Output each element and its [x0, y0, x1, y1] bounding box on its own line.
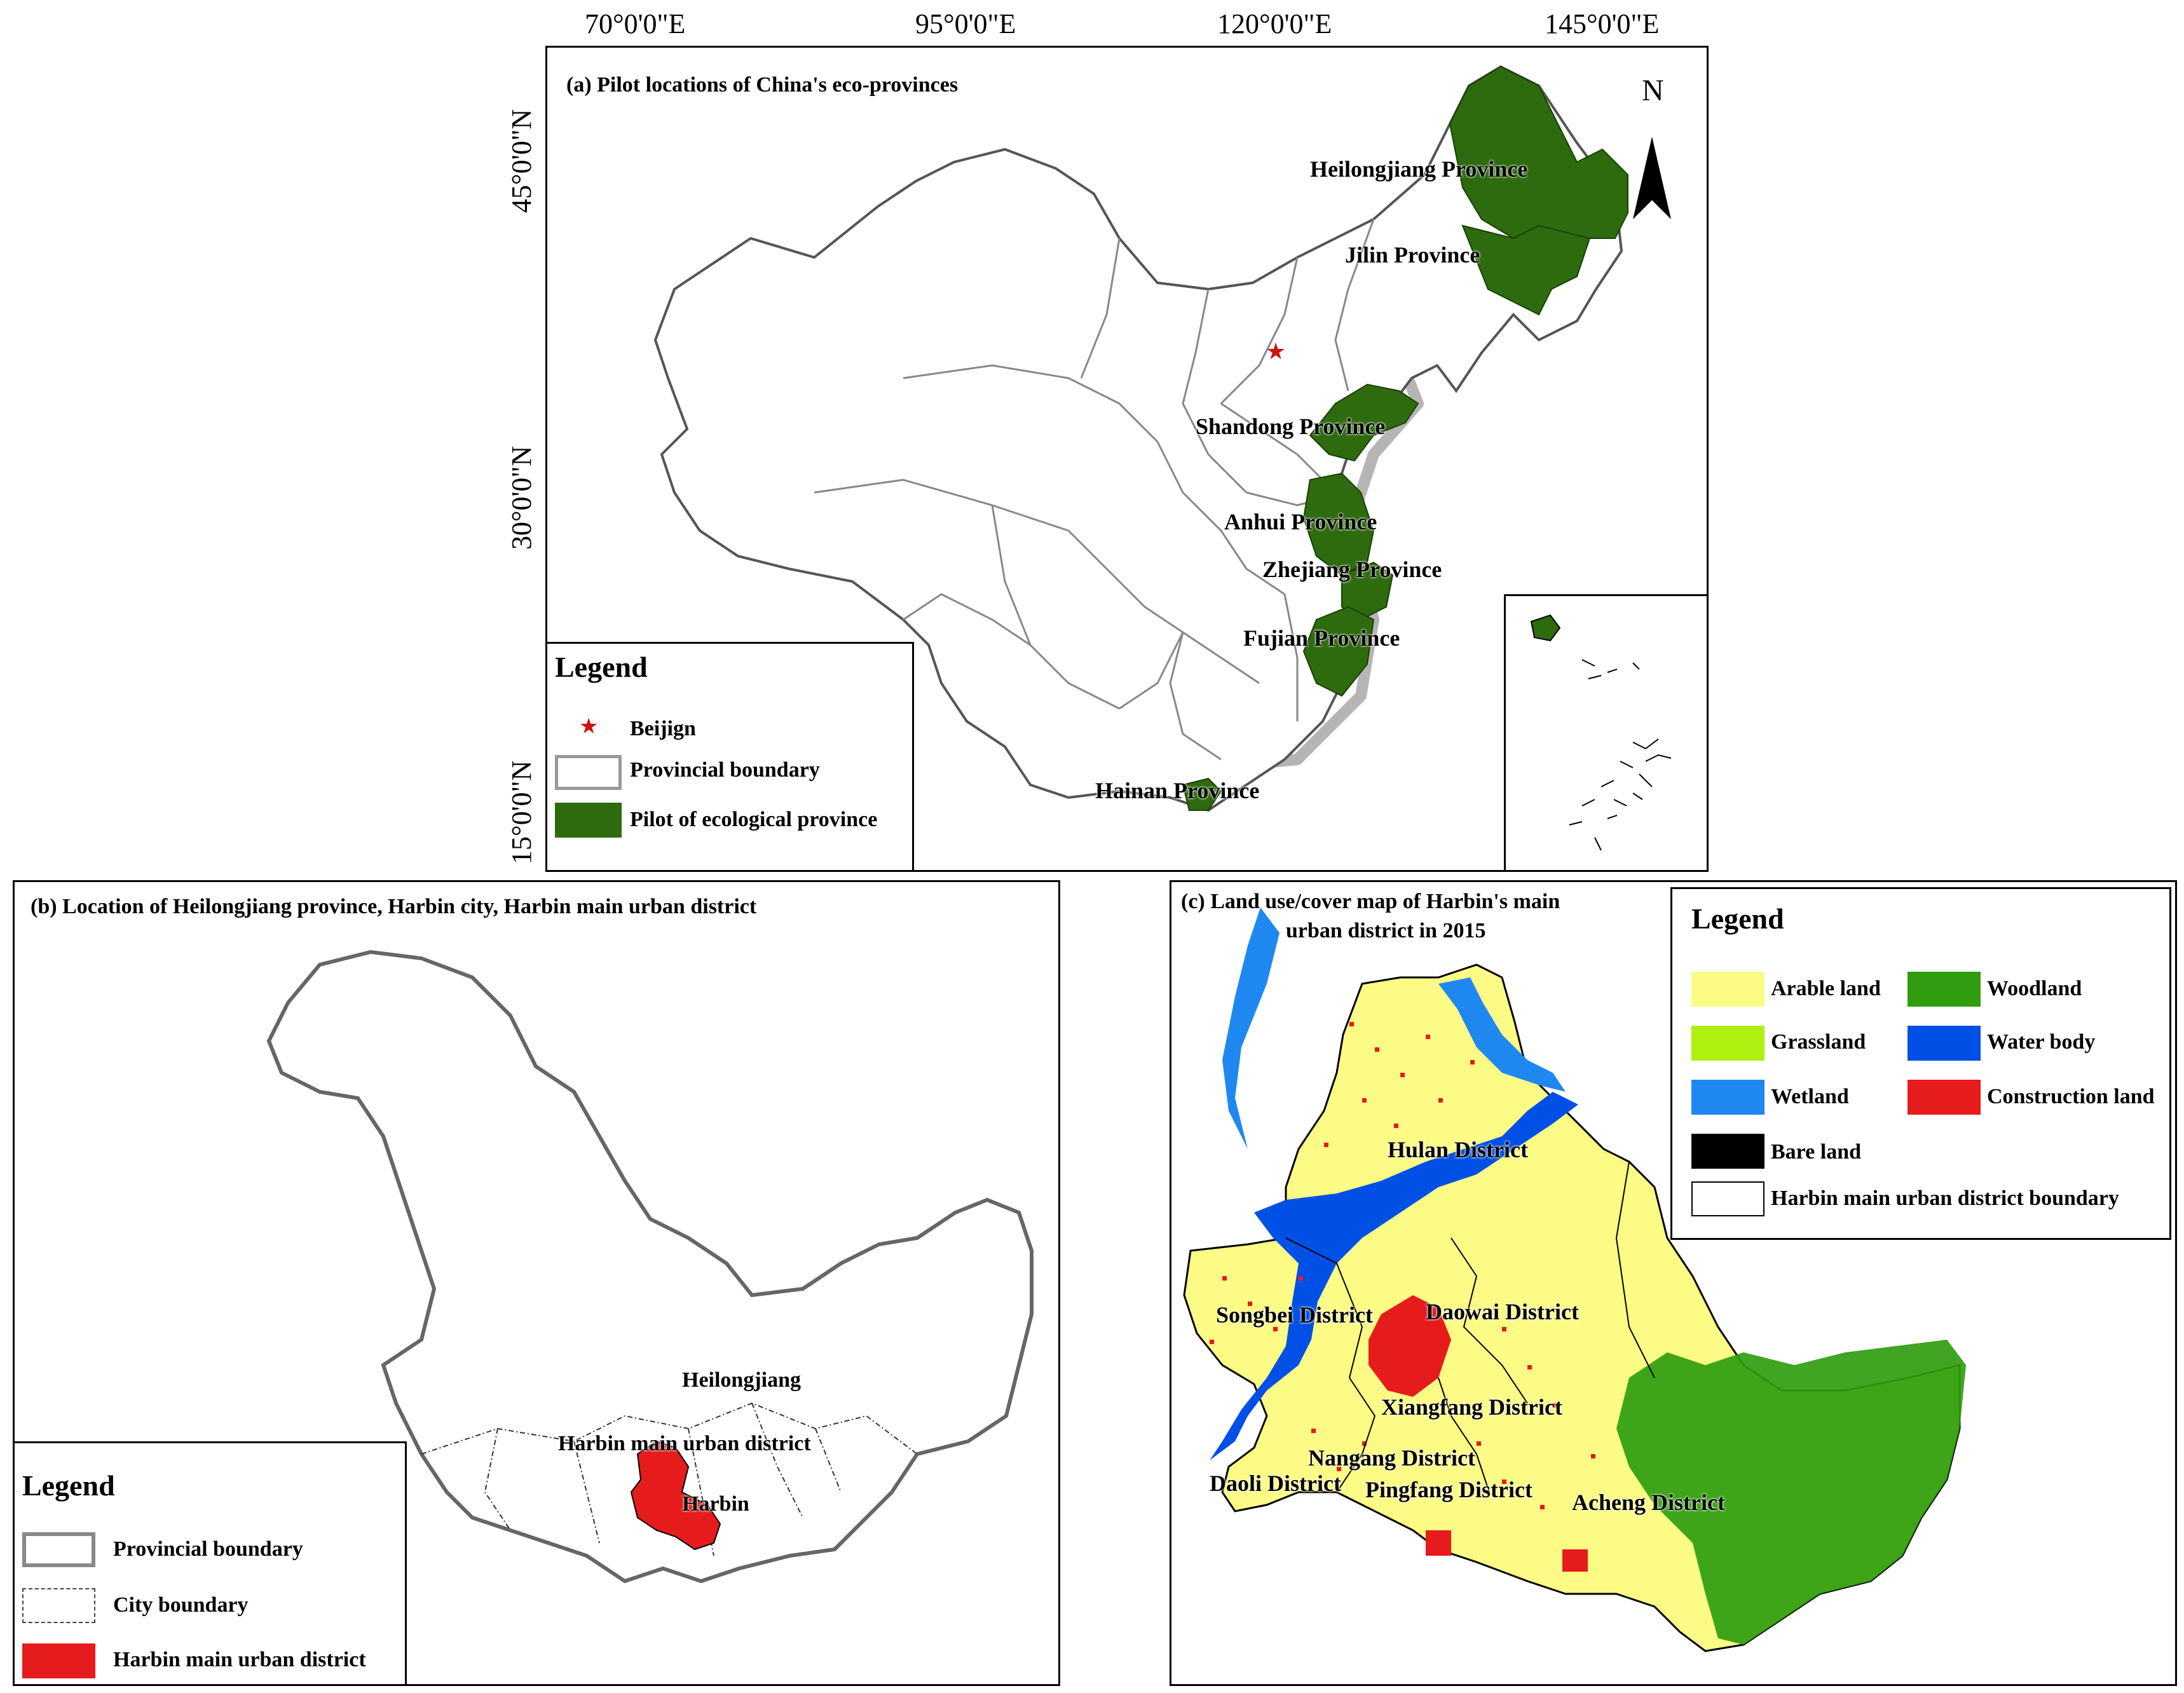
- legend-c-boundary: Harbin main urban district boundary: [1771, 1186, 2119, 1210]
- lat-label-45: 45°0'0"N: [506, 109, 537, 213]
- label-zhejiang: Zhejiang Province: [1262, 557, 1442, 582]
- harbin-district-shape: [630, 1440, 721, 1551]
- interior-boundaries: [814, 219, 1375, 761]
- construction-scatter: [1210, 1022, 1595, 1509]
- heilongjiang-outline: [266, 949, 1034, 1584]
- legend-c-bare: Bare land: [1771, 1140, 1862, 1164]
- wetland-west: [1222, 908, 1280, 1149]
- legend-c-arable: Arable land: [1771, 977, 1881, 1000]
- label-hulan: Hulan District: [1388, 1137, 1528, 1162]
- lat-label-30: 30°0'0"N: [506, 445, 537, 550]
- pilot-swatch: [555, 803, 622, 838]
- construction-pingfang: [1426, 1530, 1451, 1556]
- legend-c-woodland: Woodland: [1987, 977, 2082, 1000]
- north-label: N: [1642, 74, 1664, 107]
- label-heilongjiang-b: Heilongjiang: [682, 1368, 802, 1392]
- panel-a-map: ★ N (a) Pilot locations of China's eco-p…: [545, 46, 1709, 872]
- legend-b-title: Legend: [22, 1469, 115, 1502]
- construction-acheng: [1562, 1549, 1588, 1572]
- legend-b-city: City boundary: [113, 1593, 249, 1617]
- boundary-swatch: [555, 755, 622, 790]
- pilot-provinces: [1182, 65, 1628, 811]
- panel-c-map: (c) Land use/cover map of Harbin's main …: [1170, 880, 2177, 1686]
- legend-c-title: Legend: [1691, 902, 1784, 935]
- hainan-shape: [1182, 777, 1222, 811]
- panel-a-title: (a) Pilot locations of China's eco-provi…: [566, 73, 959, 97]
- legend-c-water: Water body: [1987, 1030, 2096, 1054]
- legend-a-beijing: Beijign: [630, 717, 696, 740]
- label-songbei: Songbei District: [1216, 1302, 1373, 1328]
- label-daowai: Daowai District: [1426, 1299, 1579, 1324]
- legend-a: Legend ★ Beijign Provincial boundary Pil…: [547, 642, 914, 870]
- label-harbin: Harbin: [682, 1492, 749, 1516]
- fujian-shape: [1302, 606, 1375, 697]
- panel-b-map: (b) Location of Heilongjiang province, H…: [13, 880, 1060, 1686]
- north-arrow-icon: [1633, 137, 1671, 219]
- city-boundary-swatch: [22, 1588, 95, 1623]
- construction-core: [1368, 1295, 1451, 1397]
- district-boundaries: [1285, 1161, 1655, 1493]
- legend-c-wetland: Wetland: [1771, 1085, 1849, 1108]
- lat-label-15: 15°0'0"N: [506, 760, 537, 864]
- anhui-shape: [1302, 472, 1375, 576]
- heilongjiang-map: [266, 949, 1034, 1584]
- south-china-sea-inset: [1504, 594, 1707, 870]
- harbin-district-swatch: [22, 1643, 95, 1678]
- star-icon: ★: [579, 714, 599, 739]
- lon-label-95: 95°0'0"E: [915, 8, 1016, 39]
- label-anhui: Anhui Province: [1224, 509, 1377, 534]
- legend-c: Legend Arable land Woodland Grassland Wa…: [1670, 887, 2171, 1240]
- water-swatch: [1908, 1026, 1981, 1061]
- bare-swatch: [1691, 1134, 1764, 1169]
- panel-c-title-line1: (c) Land use/cover map of Harbin's main: [1181, 890, 1560, 913]
- panel-c-title-line2: urban district in 2015: [1286, 919, 1486, 942]
- wetland-strip: [1438, 977, 1566, 1092]
- label-hainan: Hainan Province: [1095, 778, 1260, 803]
- heilongjiang-shape: [1449, 65, 1628, 240]
- label-daoli: Daoli District: [1210, 1471, 1341, 1496]
- provincial-boundary-swatch: [22, 1532, 95, 1567]
- label-jilin: Jilin Province: [1345, 242, 1480, 268]
- district-boundary-swatch: [1691, 1181, 1764, 1216]
- water-body-band: [1210, 1092, 1578, 1460]
- label-pingfang: Pingfang District: [1365, 1477, 1532, 1502]
- lon-label-120: 120°0'0"E: [1217, 8, 1332, 39]
- lon-label-70: 70°0'0"E: [585, 8, 686, 39]
- label-fujian: Fujian Province: [1243, 625, 1400, 651]
- shandong-shape: [1309, 383, 1419, 462]
- legend-a-title: Legend: [555, 651, 648, 683]
- panel-b-title: (b) Location of Heilongjiang province, H…: [31, 895, 757, 918]
- woodland-area: [1616, 1340, 1966, 1645]
- legend-a-pilot: Pilot of ecological province: [630, 808, 878, 831]
- zhejiang-shape: [1341, 561, 1394, 621]
- jilin-shape: [1461, 224, 1591, 316]
- china-outline: [653, 65, 1623, 812]
- wetland-swatch: [1691, 1080, 1764, 1115]
- lon-label-145: 145°0'0"E: [1545, 8, 1660, 39]
- label-nangang: Nangang District: [1308, 1445, 1475, 1471]
- legend-c-construction: Construction land: [1987, 1085, 2155, 1108]
- legend-c-grassland: Grassland: [1771, 1030, 1866, 1054]
- woodland-swatch: [1908, 972, 1981, 1007]
- label-shandong: Shandong Province: [1196, 414, 1386, 439]
- label-heilongjiang: Heilongjiang Province: [1310, 156, 1528, 182]
- label-xiangfang: Xiangfang District: [1381, 1394, 1562, 1420]
- china-map: ★: [653, 65, 1671, 812]
- legend-b-harbin: Harbin main urban district: [113, 1648, 366, 1671]
- beijing-star-icon: ★: [1266, 339, 1286, 365]
- legend-b: Legend Provincial boundary City boundary…: [15, 1441, 407, 1684]
- label-acheng: Acheng District: [1572, 1490, 1725, 1515]
- label-harbin-main: Harbin main urban district: [558, 1432, 811, 1455]
- arable-swatch: [1691, 972, 1764, 1007]
- legend-b-provincial: Provincial boundary: [113, 1537, 303, 1561]
- legend-a-boundary: Provincial boundary: [630, 758, 820, 782]
- grassland-swatch: [1691, 1026, 1764, 1061]
- construction-swatch: [1908, 1080, 1981, 1115]
- landuse-map: [1183, 908, 1966, 1652]
